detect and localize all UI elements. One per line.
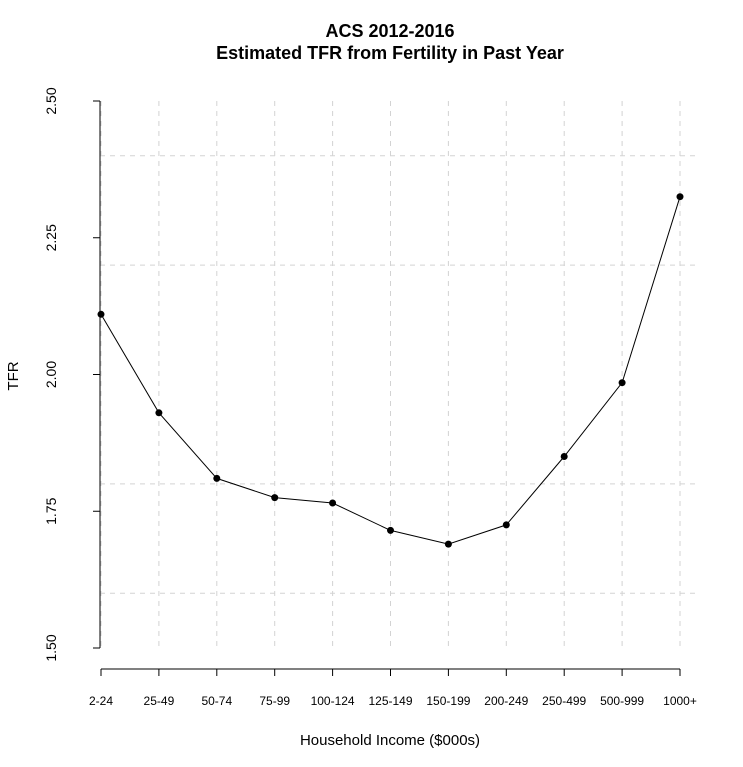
x-tick-label: 2-24 (89, 694, 113, 708)
x-tick-label: 50-74 (201, 694, 232, 708)
data-point (560, 453, 568, 460)
y-tick-label: 1.75 (43, 497, 59, 524)
x-tick-label: 200-249 (484, 694, 528, 708)
x-tick-label: 75-99 (259, 694, 290, 708)
data-point (502, 521, 510, 529)
x-tick-label: 100-124 (311, 694, 355, 708)
data-point (213, 474, 221, 482)
data-point (387, 526, 394, 534)
data-point (676, 193, 684, 201)
data-point (618, 379, 626, 387)
data-point (329, 499, 337, 507)
y-tick-label: 2.25 (43, 224, 59, 251)
x-tick-label: 150-199 (426, 694, 470, 708)
x-tick-label: 25-49 (144, 694, 175, 708)
grid-lines (100, 101, 698, 648)
y-axis-label: TFR (5, 361, 22, 390)
x-tick-label: 125-149 (368, 694, 412, 708)
y-tick-label: 2.50 (43, 87, 59, 114)
data-point (97, 310, 105, 318)
y-tick-label: 2.00 (43, 361, 59, 388)
x-axis-label: Household Income ($000s) (300, 732, 480, 749)
data-point (155, 409, 163, 417)
tick-marks-and-labels: 1.50 1.75 2.00 2.25 2.50 2-24 25-49 50-74 75-99 1… (43, 87, 697, 708)
y-tick-label: 1.50 (43, 634, 59, 661)
chart-title-line-2: Estimated TFR from Fertility in Past Yea… (216, 43, 564, 63)
x-tick-label: 250-499 (542, 694, 586, 708)
x-tick-label: 1000+ (663, 694, 697, 708)
data-point (271, 494, 279, 502)
data-point (444, 540, 452, 548)
x-tick-label: 500-999 (600, 694, 644, 708)
tfr-series (97, 193, 684, 548)
chart-title-line-1: ACS 2012-2016 (325, 21, 454, 41)
